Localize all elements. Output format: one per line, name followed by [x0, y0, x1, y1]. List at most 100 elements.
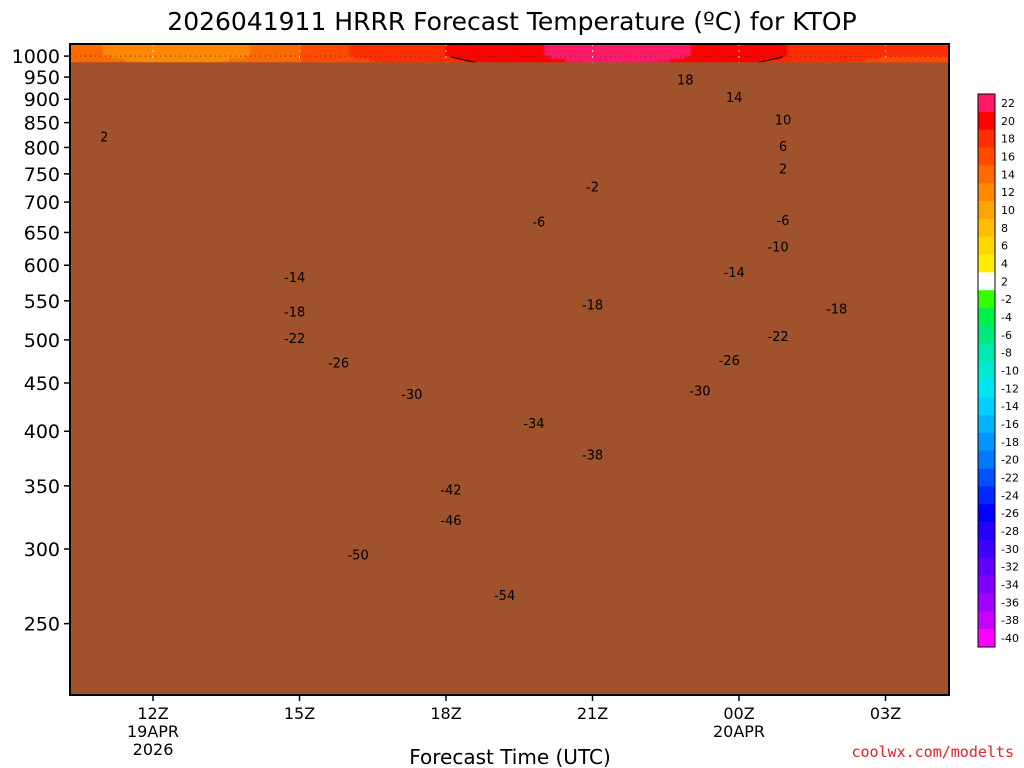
contour-label: -18	[826, 302, 847, 317]
colorbar-label: -36	[1001, 596, 1019, 609]
contour-label: -30	[401, 388, 422, 403]
colorbar-swatch	[978, 539, 995, 559]
colorbar-label: -38	[1001, 614, 1019, 627]
colorbar-swatch	[978, 415, 995, 434]
x-tick-label: 12Z	[137, 704, 168, 723]
plot-area: -54-50-46-42-38-34-30 -30-26 -26-22 -22-18-…	[70, 44, 949, 695]
colorbar-swatch	[978, 254, 995, 273]
colorbar-label: 12	[1001, 186, 1015, 199]
y-tick-label: 250	[24, 614, 60, 636]
colorbar-swatch	[978, 611, 995, 630]
colorbar-label: -40	[1001, 632, 1019, 645]
contour-label: -30	[689, 384, 710, 399]
colorbar-label: -14	[1001, 400, 1019, 413]
colorbar-label: -28	[1001, 525, 1019, 538]
contour-label: 2	[100, 130, 108, 145]
x-tick-label: 18Z	[430, 704, 461, 723]
colorbar-label: 20	[1001, 115, 1015, 128]
colorbar-swatch	[978, 629, 995, 648]
colorbar-label: -20	[1001, 454, 1019, 467]
colorbar-swatch	[978, 325, 995, 345]
y-tick-label: 900	[24, 89, 60, 111]
colorbar-swatch	[978, 308, 995, 327]
y-tick-label: 500	[24, 330, 60, 352]
colorbar-swatch	[978, 522, 995, 541]
contour-label: -14	[724, 266, 745, 281]
contour-label: 10	[775, 113, 792, 128]
contour-label: -26	[719, 354, 740, 369]
colorbar-swatch	[978, 575, 995, 594]
colorbar-swatch	[978, 557, 995, 576]
credit-link[interactable]: coolwx.com/modelts	[851, 743, 1014, 761]
colorbar-label: -32	[1001, 561, 1019, 574]
colorbar-swatch	[978, 397, 995, 416]
contour-label: -54	[494, 589, 515, 604]
colorbar: 22 20 18 16 14 12 10 8 6 4 2 -2 -4 -6 -8 -10 -12 -14 -16 -1…	[977, 93, 1019, 648]
contour-label: -6	[776, 214, 789, 229]
colorbar-label: -18	[1001, 436, 1019, 449]
y-tick-label: 850	[24, 113, 60, 135]
colorbar-label: 18	[1001, 133, 1015, 146]
colorbar-swatch	[978, 111, 995, 130]
colorbar-label: -34	[1001, 579, 1019, 592]
y-tick-label: 800	[24, 137, 60, 159]
contour-label: -22	[284, 332, 305, 347]
contour-label: -2	[586, 181, 599, 196]
y-tick-label: 600	[24, 255, 60, 277]
y-tick-label: 1000	[12, 46, 60, 68]
colorbar-swatch	[978, 361, 995, 380]
x-tick-sublabel: 19APR	[127, 722, 179, 741]
colorbar-label: -30	[1001, 543, 1019, 556]
colorbar-swatch	[978, 379, 995, 398]
contour-label: 14	[726, 91, 743, 106]
contour-label: -38	[582, 448, 603, 463]
colorbar-label: 14	[1001, 168, 1015, 181]
colorbar-swatch	[978, 432, 995, 452]
y-tick-label: 300	[24, 539, 60, 561]
x-tick-sublabel: 20APR	[713, 722, 765, 741]
y-tick-label: 650	[24, 222, 60, 244]
contour-label: -42	[440, 483, 461, 498]
colorbar-label: -4	[1001, 311, 1012, 324]
contour-label: -10	[767, 241, 788, 256]
contour-label: 6	[779, 140, 787, 155]
colorbar-swatch	[978, 272, 995, 291]
colorbar-swatch	[978, 486, 995, 505]
colorbar-swatch	[978, 165, 995, 184]
colorbar-label: -8	[1001, 347, 1012, 360]
colorbar-label: 10	[1001, 204, 1015, 217]
colorbar-swatch	[978, 343, 995, 362]
contour-label: -50	[347, 548, 368, 563]
colorbar-swatch	[978, 147, 995, 166]
colorbar-swatch	[978, 201, 995, 220]
y-tick-label: 350	[24, 476, 60, 498]
x-tick-label: 15Z	[284, 704, 315, 723]
contour-label: 18	[677, 73, 694, 88]
colorbar-swatch	[978, 290, 995, 309]
contour-label: 2	[779, 162, 787, 177]
x-tick-label: 00Z	[723, 704, 754, 723]
plot-frame	[69, 43, 950, 696]
colorbar-label: 6	[1001, 240, 1008, 253]
contour-label: -18	[582, 299, 603, 314]
colorbar-swatch	[978, 593, 995, 612]
colorbar-label: 22	[1001, 97, 1015, 110]
colorbar-frame	[977, 93, 996, 648]
y-tick-label: 700	[24, 192, 60, 214]
colorbar-label: -26	[1001, 507, 1019, 520]
colorbar-label: -16	[1001, 418, 1019, 431]
contour-label: -6	[532, 215, 545, 230]
chart-title: 2026041911 HRRR Forecast Temperature (ºC…	[167, 7, 856, 36]
x-tick-label: 21Z	[577, 704, 608, 723]
colorbar-swatch	[978, 218, 995, 238]
contour-label: -18	[284, 305, 305, 320]
colorbar-label: 8	[1001, 222, 1008, 235]
colorbar-label: 16	[1001, 150, 1015, 163]
y-tick-label: 550	[24, 291, 60, 313]
colorbar-swatch	[978, 236, 995, 255]
x-axis-label: Forecast Time (UTC)	[409, 745, 611, 768]
y-tick-label: 750	[24, 164, 60, 186]
contour-label: -14	[284, 271, 305, 286]
